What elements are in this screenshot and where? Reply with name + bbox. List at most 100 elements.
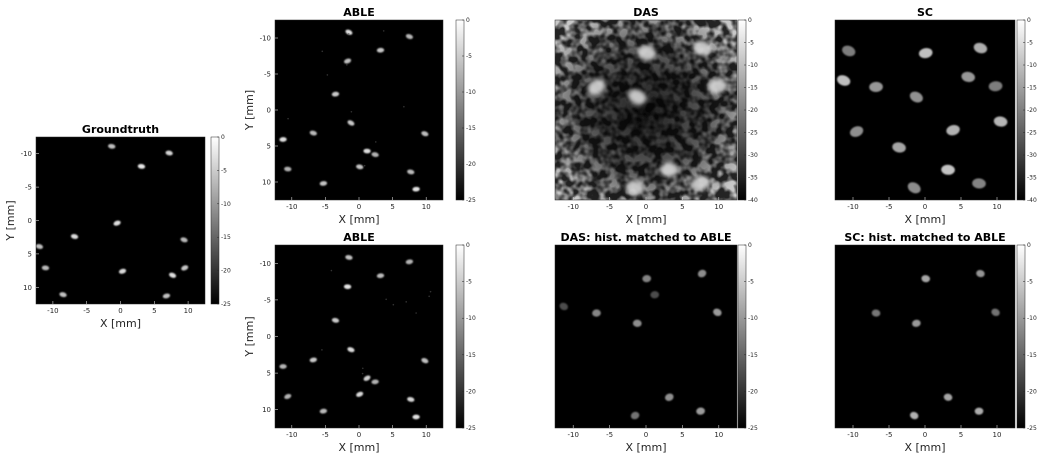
artifact — [321, 349, 323, 351]
y-tick-label: 5 — [267, 143, 271, 151]
colorbar-tick-label: -10 — [1027, 315, 1037, 322]
scatterer — [993, 116, 1008, 127]
scatterer — [697, 269, 707, 278]
scatterer — [376, 47, 385, 53]
x-axis-label: X [mm] — [100, 317, 141, 330]
colorbar-tick-label: -40 — [1027, 197, 1037, 204]
x-tick-label: 0 — [923, 431, 927, 439]
scatterer — [309, 130, 317, 136]
colorbar-tick-label: -35 — [748, 175, 758, 182]
scatterer — [691, 175, 710, 191]
scatterer — [892, 142, 906, 153]
colorbar-tick-label: -20 — [748, 107, 758, 114]
artifact — [374, 141, 377, 143]
image-layer — [36, 143, 189, 299]
image-layer — [871, 269, 1000, 420]
x-tick-label: 5 — [680, 431, 684, 439]
scatterer — [407, 397, 415, 402]
scatterer — [961, 71, 975, 82]
colorbar-tick-label: 0 — [1027, 242, 1031, 249]
colorbar-tick-label: -15 — [466, 352, 476, 359]
artifact — [350, 110, 353, 113]
colorbar-tick-label: -25 — [466, 197, 476, 204]
scatterer — [284, 166, 292, 172]
x-tick-label: 10 — [993, 431, 1002, 439]
x-tick-label: 10 — [422, 203, 431, 211]
x-tick-label: 10 — [184, 307, 193, 315]
scatterer — [628, 89, 647, 105]
scatterer — [972, 178, 986, 189]
scatterer — [181, 265, 189, 271]
y-axis-label: Y [mm] — [4, 200, 17, 241]
image-layer — [837, 42, 1008, 194]
x-axis-label: X [mm] — [904, 213, 945, 226]
colorbar-tick-label: -30 — [748, 152, 758, 159]
scatterer — [907, 182, 921, 194]
panel-title: ABLE — [343, 231, 374, 244]
scatterer — [943, 393, 953, 401]
scatterer — [630, 411, 640, 420]
y-tick-label: 10 — [262, 179, 271, 187]
panel-4: ABLE -10 -5 0 5 10 -10 -5 0 5 10 X [mm] Y [mm] 0 -5 -10… — [243, 231, 476, 454]
x-tick-label: -5 — [322, 431, 329, 439]
scatterer — [988, 81, 1003, 92]
colorbar-tick-label: -15 — [1027, 352, 1037, 359]
scatterer — [371, 152, 379, 158]
scatterer — [637, 45, 657, 61]
plot-area — [36, 137, 205, 304]
scatterer — [319, 181, 328, 186]
colorbar-tick-label: -5 — [466, 279, 472, 286]
scatterer — [356, 391, 364, 397]
colorbar-tick-label: -5 — [748, 40, 754, 47]
scatterer — [642, 275, 652, 283]
x-tick-label: -10 — [286, 431, 297, 439]
panel-6: SC: hist. matched to ABLE -10 -5 0 5 10 X [mm]… — [834, 231, 1037, 454]
y-tick-label: 10 — [23, 284, 32, 292]
image-layer — [555, 20, 737, 200]
x-tick-label: -5 — [606, 431, 613, 439]
x-tick-label: -10 — [847, 203, 858, 211]
colorbar-tick-label: -15 — [466, 125, 476, 132]
plot-area — [835, 245, 1015, 428]
scatterer — [407, 169, 415, 175]
scatterer — [976, 269, 985, 278]
x-tick-label: -5 — [886, 431, 893, 439]
y-axis-label: Y [mm] — [243, 90, 256, 131]
image-layer — [279, 29, 429, 192]
scatterer — [587, 79, 606, 95]
artifact — [330, 269, 333, 272]
panel-3: SC -10 -5 0 5 10 X [mm] 0 -5 -10 -15 -20 -25 -30 -35 -4… — [834, 6, 1037, 226]
artifact — [363, 164, 366, 167]
x-tick-label: 5 — [390, 203, 394, 211]
colorbar-tick-label: -20 — [466, 388, 476, 395]
colorbar — [1016, 244, 1026, 429]
artifact — [287, 117, 289, 120]
artifact — [382, 30, 385, 32]
image-layer — [279, 255, 432, 420]
scatterer — [363, 148, 371, 154]
scatterer — [345, 255, 353, 260]
scatterer — [921, 275, 931, 283]
scatterer — [946, 124, 960, 136]
colorbar — [455, 244, 465, 429]
x-axis-label: X [mm] — [338, 213, 379, 226]
scatterer — [941, 164, 955, 175]
x-tick-label: -10 — [847, 431, 858, 439]
scatterer — [665, 393, 674, 402]
x-tick-label: -10 — [567, 431, 578, 439]
artifact — [429, 290, 432, 293]
colorbar-tick-label: -25 — [466, 425, 476, 432]
artifact — [361, 372, 364, 375]
scatterer — [162, 293, 171, 299]
scatterer — [713, 308, 722, 317]
scatterer — [376, 273, 385, 279]
scatterer — [137, 163, 146, 169]
y-axis-label: Y [mm] — [243, 316, 256, 357]
scatterer — [168, 272, 177, 278]
artifact — [403, 105, 405, 108]
y-tick-label: 0 — [267, 333, 271, 341]
colorbar-tick-label: 0 — [748, 242, 752, 249]
scatterer — [108, 143, 116, 149]
colorbar-tick-label: 0 — [466, 242, 470, 249]
y-tick-label: -5 — [264, 296, 271, 304]
